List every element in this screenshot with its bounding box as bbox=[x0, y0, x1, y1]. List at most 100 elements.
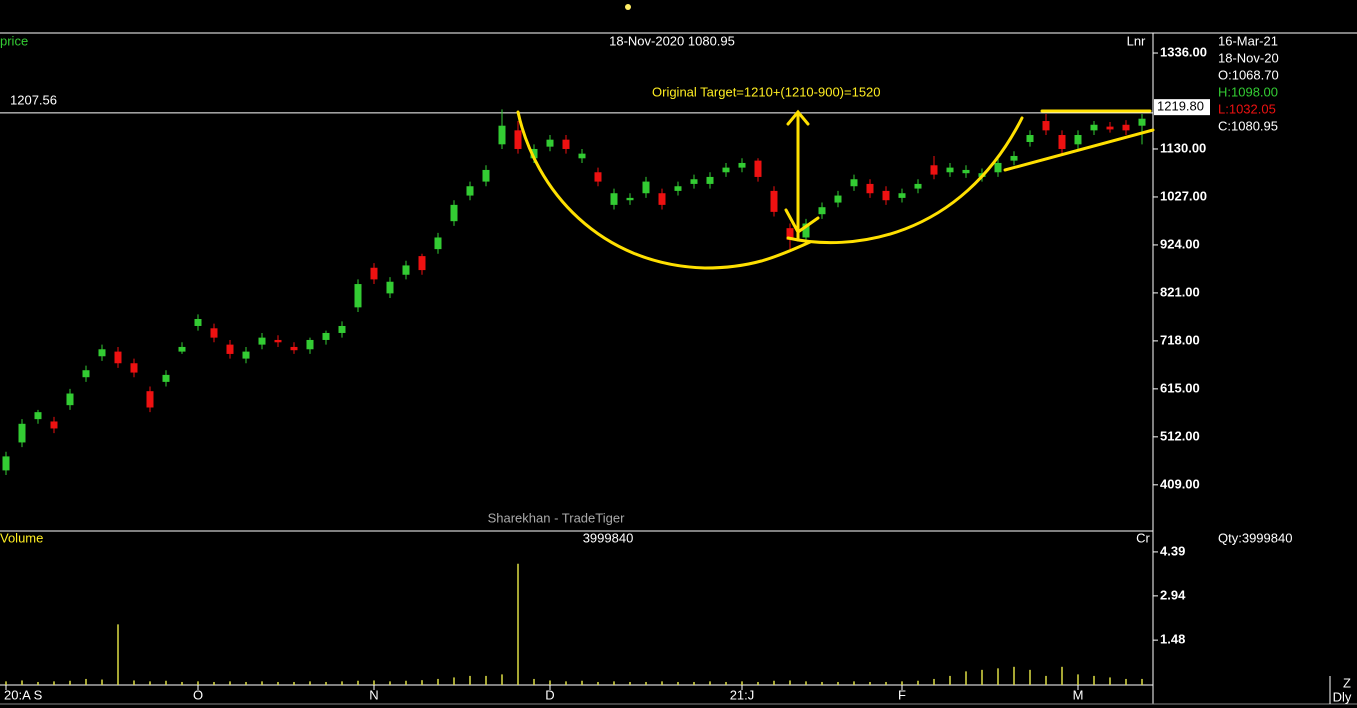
candle-body bbox=[370, 267, 378, 280]
candle-body bbox=[338, 325, 346, 333]
scale-button[interactable]: Z bbox=[1343, 675, 1351, 690]
candle-body bbox=[898, 193, 906, 198]
x-tick-label: O bbox=[193, 687, 203, 702]
chart-title: 18-Nov-2020 1080.95 bbox=[609, 33, 735, 48]
candle-body bbox=[226, 344, 234, 354]
candle-body bbox=[930, 165, 938, 175]
candle-body bbox=[594, 172, 602, 182]
info-date: 16-Mar-21 bbox=[1218, 33, 1278, 48]
annotation: Original Target=1210+(1210-900)=1520 bbox=[652, 84, 881, 99]
candle-body bbox=[802, 223, 810, 238]
pattern-drawing bbox=[516, 109, 1155, 270]
y-tick-label: 821.00 bbox=[1160, 284, 1200, 299]
marks: 409.00 512.00 615.00 718.00 821.00 924.00 1027… bbox=[0, 44, 1210, 702]
candle-body bbox=[770, 190, 778, 212]
candle-body bbox=[498, 125, 506, 145]
y-tick-label: 512.00 bbox=[1160, 428, 1200, 443]
candle-body bbox=[98, 349, 106, 357]
candle-body bbox=[706, 176, 714, 184]
candle-body bbox=[1090, 124, 1098, 131]
candle-body bbox=[530, 148, 538, 159]
y-tick-label: 924.00 bbox=[1160, 236, 1200, 251]
candle-body bbox=[354, 284, 362, 308]
candle-body bbox=[50, 421, 58, 429]
candle-body bbox=[1106, 126, 1114, 130]
candle-body bbox=[546, 139, 554, 147]
candle-body bbox=[626, 197, 634, 201]
down-arrow bbox=[784, 208, 820, 235]
x-tick-label: N bbox=[369, 687, 378, 702]
y-tick-label: 2.94 bbox=[1160, 587, 1186, 602]
candle-body bbox=[66, 393, 74, 406]
candle-body bbox=[1138, 118, 1146, 126]
y-tick-label: 1130.00 bbox=[1160, 140, 1206, 155]
candle-body bbox=[290, 346, 298, 351]
candle-body bbox=[882, 190, 890, 201]
candle-body bbox=[434, 237, 442, 250]
candle-body bbox=[658, 193, 666, 205]
y-tick-label: 615.00 bbox=[1160, 380, 1200, 395]
candle-body bbox=[994, 162, 1002, 173]
candle-body bbox=[466, 186, 474, 196]
x-tick-label: 21:J bbox=[730, 687, 755, 702]
candle-body bbox=[274, 339, 282, 343]
y-tick-label: 1027.00 bbox=[1160, 188, 1207, 203]
candle-body bbox=[578, 153, 586, 159]
watermark: Sharekhan - TradeTiger bbox=[488, 510, 625, 525]
candle-body bbox=[418, 256, 426, 271]
info-open: O:1068.70 bbox=[1218, 67, 1279, 82]
cup-right bbox=[786, 116, 1024, 245]
candle-body bbox=[514, 130, 522, 149]
candle-body bbox=[1058, 135, 1066, 149]
candle-body bbox=[482, 169, 490, 182]
candle-body bbox=[82, 370, 90, 378]
panel-label: price bbox=[0, 33, 28, 48]
candle-body bbox=[306, 339, 314, 350]
candle-body bbox=[962, 169, 970, 174]
candle-body bbox=[722, 167, 730, 173]
scale-label: Lnr bbox=[1127, 33, 1146, 48]
y-tick-label: 409.00 bbox=[1160, 476, 1200, 491]
candle-body bbox=[674, 186, 682, 191]
candle-body bbox=[242, 351, 250, 359]
volume-label: Volume bbox=[0, 530, 43, 545]
candle-body bbox=[1122, 124, 1130, 131]
candle-body bbox=[1010, 155, 1018, 161]
last-price-box bbox=[1154, 99, 1210, 116]
y-tick-label: 718.00 bbox=[1160, 332, 1200, 347]
y-tick-label: 4.39 bbox=[1160, 543, 1185, 558]
info-close: C:1080.95 bbox=[1218, 118, 1278, 133]
support-line bbox=[1003, 128, 1155, 172]
info-high: H:1098.00 bbox=[1218, 84, 1278, 99]
y-tick-label: 1.48 bbox=[1160, 632, 1185, 647]
candle-body bbox=[1074, 135, 1082, 145]
x-tick-label: 20:A S bbox=[4, 687, 43, 702]
y-tick-label: 1336.00 bbox=[1160, 44, 1207, 59]
candle-body bbox=[562, 139, 570, 149]
candle-body bbox=[1042, 121, 1050, 131]
volume-value-label: 3999840 bbox=[583, 530, 634, 545]
candle-body bbox=[18, 423, 26, 443]
candle-body bbox=[322, 332, 330, 340]
scale-button[interactable]: Dly bbox=[1333, 689, 1352, 704]
last-price-label: 1219.80 bbox=[1157, 99, 1204, 114]
volume-corner: Cr bbox=[1136, 530, 1150, 545]
info-low: L:1032.05 bbox=[1218, 101, 1276, 116]
candle-body bbox=[818, 207, 826, 215]
candle-body bbox=[866, 183, 874, 194]
candle-body bbox=[2, 456, 10, 471]
x-tick-label: D bbox=[545, 687, 554, 702]
candle-body bbox=[786, 228, 794, 240]
candle-body bbox=[946, 167, 954, 173]
target-arrow bbox=[786, 109, 810, 242]
candle-body bbox=[850, 179, 858, 187]
candle-body bbox=[754, 160, 762, 177]
candle-body bbox=[114, 351, 122, 364]
candle-body bbox=[178, 346, 186, 352]
info-date: 18-Nov-20 bbox=[1218, 50, 1279, 65]
candle-body bbox=[258, 337, 266, 345]
candle-body bbox=[386, 281, 394, 294]
